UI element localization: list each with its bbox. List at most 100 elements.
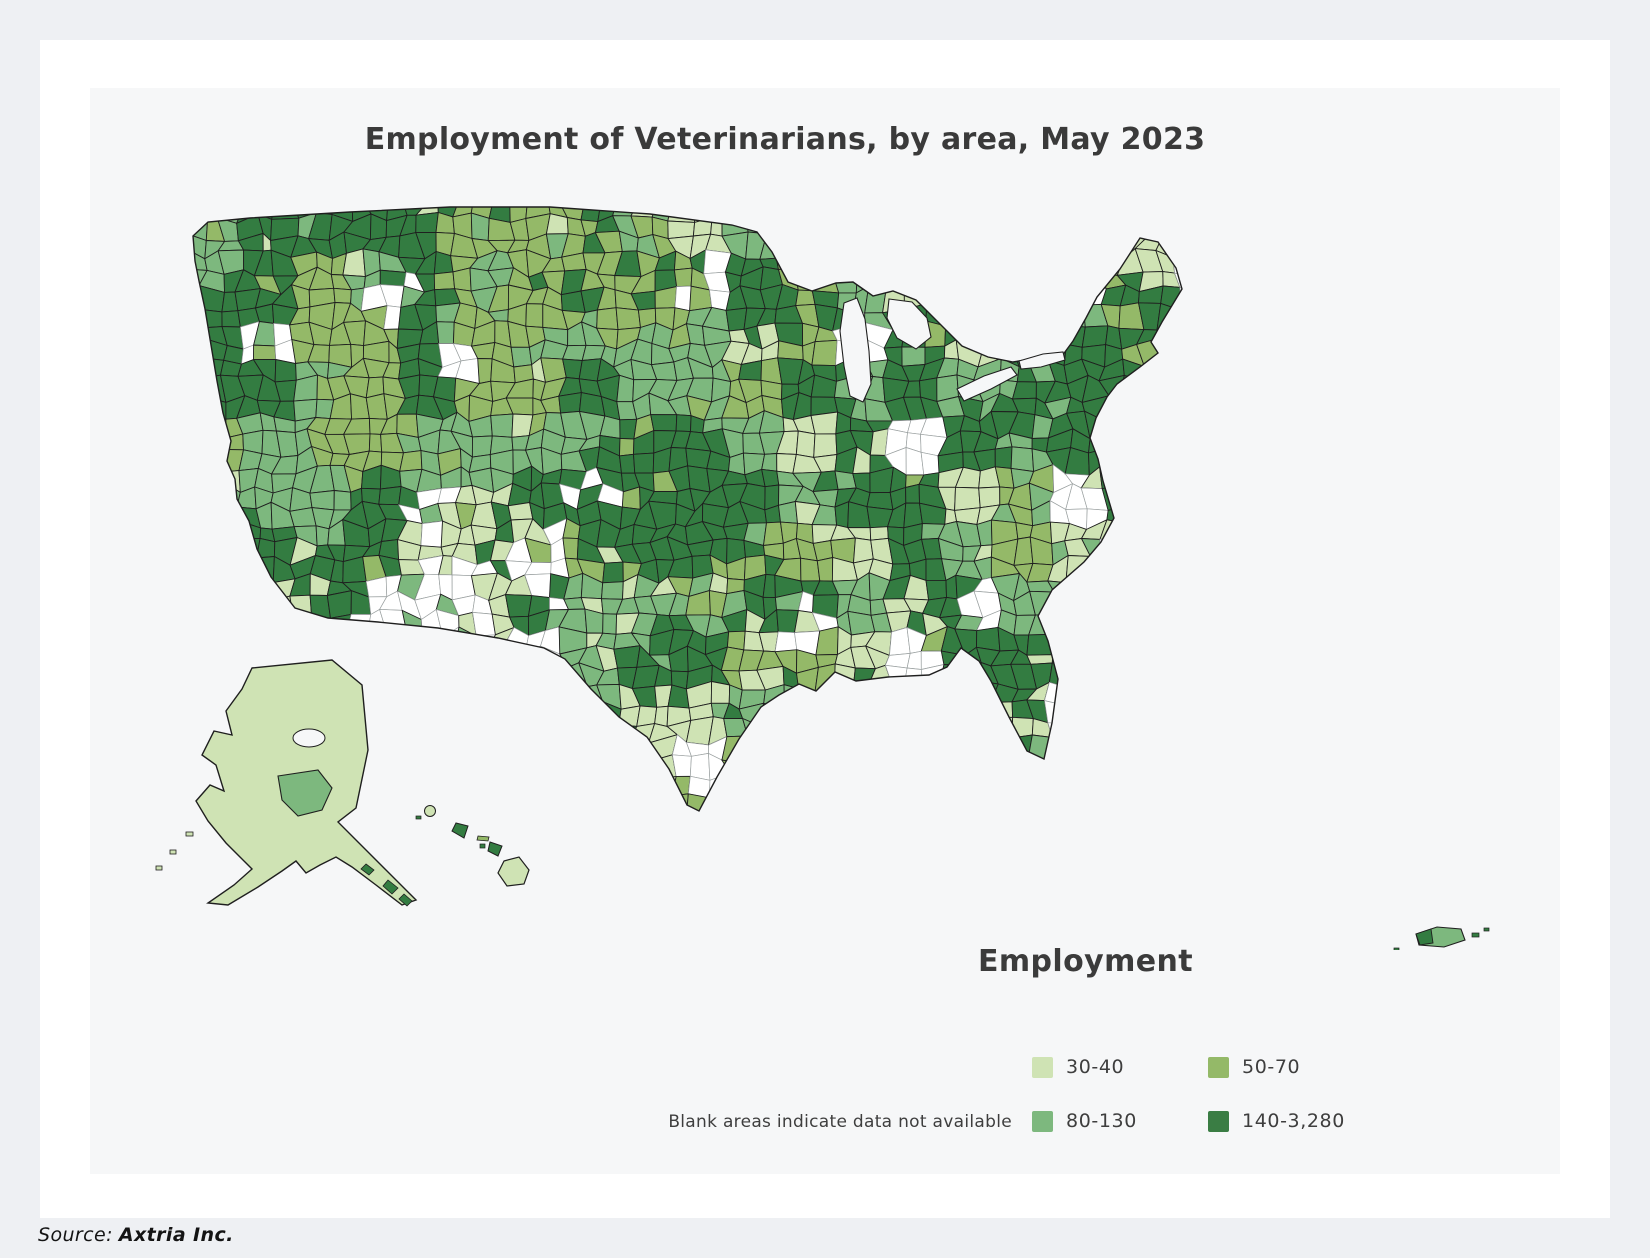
- map-area-cell: [1103, 213, 1126, 238]
- map-area-cell: [439, 684, 462, 707]
- map-area-cell: [1084, 721, 1104, 743]
- map-area-cell: [598, 724, 620, 741]
- map-area-cell: [504, 594, 533, 618]
- map-area-cell: [395, 700, 419, 727]
- map-area-cell: [774, 790, 801, 811]
- map-area-cell: [956, 309, 981, 331]
- map-area-cell: [884, 813, 910, 833]
- map-area-cell: [193, 464, 209, 494]
- map-area-cell: [1116, 430, 1142, 456]
- map-area-cell: [775, 232, 802, 259]
- map-area-cell: [846, 753, 868, 776]
- map-area-cell: [594, 755, 623, 778]
- map-area-cell: [852, 230, 876, 257]
- map-area-cell: [332, 633, 352, 649]
- map-area-cell: [193, 420, 205, 438]
- map-area-cell: [385, 632, 408, 650]
- map-area-cell: [853, 772, 868, 798]
- legend-swatch-140-3280: [1208, 1110, 1229, 1132]
- map-area-cell: [776, 738, 801, 757]
- map-area-cell: [457, 700, 474, 723]
- map-area-cell: [921, 234, 945, 254]
- map-area-cell: [431, 753, 462, 781]
- map-area-cell: [979, 214, 994, 241]
- map-area-cell: [1157, 364, 1180, 386]
- map-area-cell: [937, 759, 966, 775]
- puerto-rico-culebra: [1483, 927, 1490, 932]
- map-area-cell: [1153, 207, 1180, 218]
- map-area-cell: [814, 777, 838, 794]
- map-area-cell: [614, 807, 642, 811]
- map-area-cell: [1030, 217, 1048, 234]
- map-area-cell: [511, 771, 532, 795]
- map-area-cell: [507, 814, 534, 832]
- map-area-cell: [944, 771, 966, 799]
- map-area-cell: [1174, 738, 1182, 756]
- map-area-cell: [776, 753, 803, 779]
- map-area-cell: [990, 302, 1021, 332]
- map-area-cell: [900, 752, 930, 780]
- map-area-cell: [761, 453, 778, 472]
- map-area-cell: [524, 754, 544, 783]
- map-area-cell: [847, 683, 870, 707]
- map-area-cell: [1151, 521, 1182, 547]
- map-area-cell: [1155, 537, 1173, 567]
- map-area-cell: [382, 686, 405, 704]
- map-area-cell: [559, 736, 589, 757]
- map-area-cell: [1174, 207, 1182, 215]
- map-area-cell: [1044, 700, 1068, 725]
- map-area-cell: [1086, 267, 1108, 290]
- map-area-cell: [869, 526, 889, 541]
- map-area-cell: [1097, 610, 1125, 638]
- map-area-cell: [1085, 738, 1103, 762]
- map-area-cell: [938, 664, 964, 686]
- map-area-cell: [253, 591, 282, 619]
- map-area-cell: [979, 231, 1001, 256]
- map-area-cell: [584, 806, 600, 811]
- map-area-cell: [1139, 394, 1158, 421]
- map-area-cell: [492, 753, 515, 774]
- map-area-cell: [273, 627, 298, 655]
- map-area-cell: [291, 608, 313, 633]
- map-area-cell: [1154, 471, 1176, 490]
- map-area-cell: [487, 736, 508, 760]
- map-area-cell: [1119, 398, 1144, 419]
- map-area-cell: [1000, 284, 1018, 307]
- map-area-cell: [775, 211, 800, 239]
- map-area-cell: [508, 683, 533, 709]
- map-area-cell: [381, 761, 406, 782]
- map-area-cell: [1045, 232, 1070, 258]
- map-area-cell: [486, 667, 510, 685]
- map-area-cell: [706, 809, 733, 811]
- map-area-cell: [866, 683, 894, 708]
- map-area-cell: [193, 447, 209, 467]
- legend-item-30-40: 30-40: [1032, 1056, 1124, 1078]
- map-area-cell: [417, 753, 442, 778]
- map-area-cell: [649, 795, 673, 811]
- map-area-cell: [762, 521, 784, 547]
- map-area-cell: [1170, 432, 1182, 458]
- map-area-cell: [721, 810, 743, 811]
- map-area-cell: [420, 646, 444, 673]
- map-area-cell: [1126, 812, 1144, 834]
- map-area-cell: [221, 310, 241, 328]
- map-area-cell: [400, 629, 423, 650]
- map-area-cell: [959, 681, 983, 709]
- map-area-cell: [202, 627, 226, 655]
- map-area-cell: [524, 645, 546, 668]
- map-area-cell: [1139, 614, 1158, 637]
- map-area-cell: [596, 788, 621, 811]
- lake-huron: [886, 298, 932, 350]
- map-area-cell: [1081, 325, 1109, 348]
- map-area-cell: [831, 814, 852, 827]
- legend-swatch-50-70: [1208, 1056, 1229, 1078]
- map-area-cell: [779, 702, 799, 728]
- map-area-cell: [1152, 500, 1182, 525]
- map-area-cell: [976, 302, 1002, 326]
- map-area-cell: [384, 648, 405, 670]
- map-area-cell: [918, 722, 941, 745]
- map-area-cell: [1154, 720, 1176, 745]
- map-area-cell: [1140, 717, 1163, 740]
- map-area-cell: [794, 250, 818, 272]
- map-area-cell: [1080, 669, 1105, 692]
